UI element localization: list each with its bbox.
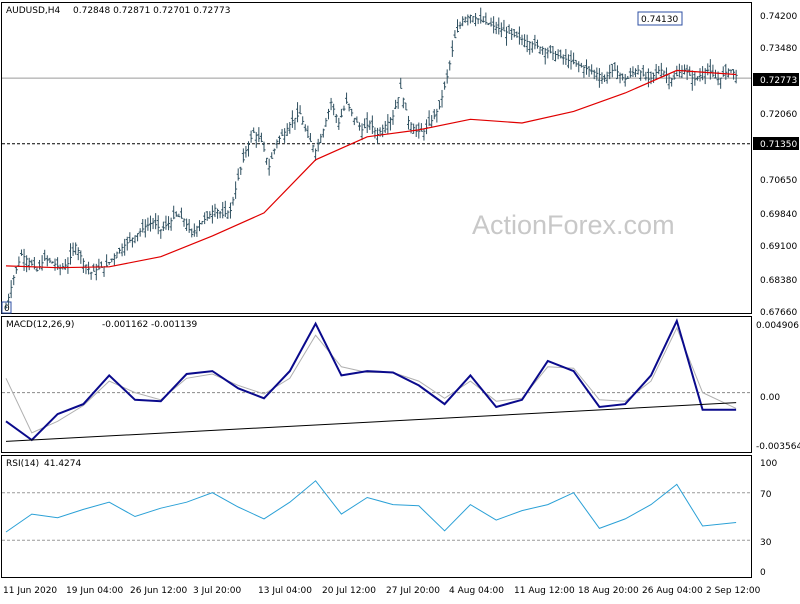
- time-label: 26 Aug 04:00: [642, 586, 703, 596]
- macd-main-line: [5, 318, 737, 442]
- price-tick-label: 0.67660: [760, 308, 797, 318]
- time-label: 2 Sep 12:00: [706, 586, 761, 596]
- price-panel: [1, 2, 752, 314]
- time-axis: 11 Jun 2020 19 Jun 04:00 26 Jun 12:00 3 …: [3, 586, 761, 596]
- low-label: 0: [4, 304, 10, 314]
- price-tick-label: 0.72060: [760, 110, 797, 120]
- macd-title: MACD(12,26,9): [6, 320, 74, 330]
- rsi-tick-label: 30: [760, 538, 772, 548]
- macd-signal-line: [5, 326, 737, 434]
- price-tick-label: 0.69840: [760, 210, 797, 220]
- price-tick-label: 0.68380: [760, 276, 797, 286]
- time-label: 11 Jun 2020: [3, 586, 57, 596]
- time-label: 3 Jul 20:00: [193, 586, 242, 596]
- peak-label-box: [637, 11, 683, 26]
- rsi-tick-label: 70: [760, 490, 772, 500]
- rsi-value: 41.4274: [44, 459, 81, 469]
- macd-tick-label: -0.003564: [756, 442, 800, 452]
- level-price-label: 0.71350: [760, 140, 797, 150]
- current-price-label: 0.72773: [760, 76, 797, 86]
- rsi-panel: [1, 455, 752, 578]
- price-tick-label: 0.70650: [760, 176, 797, 186]
- price-axis: 0.74200 0.73480 0.72060 0.70650 0.69840 …: [760, 12, 797, 318]
- macd-tick-label: 0.004906: [756, 321, 799, 331]
- price-tick-label: 0.74200: [760, 12, 797, 22]
- price-header-ohlc: 0.72848 0.72871 0.72701 0.72773: [73, 6, 230, 16]
- rsi-title: RSI(14): [6, 459, 39, 469]
- current-price-badge: [753, 73, 799, 86]
- moving-average-line: [5, 69, 737, 269]
- price-header-symbol: AUDUSD,H4: [6, 6, 61, 16]
- time-label: 11 Aug 12:00: [514, 586, 575, 596]
- macd-panel: [1, 316, 752, 453]
- time-label: 4 Aug 04:00: [449, 586, 504, 596]
- rsi-tick-label: 0: [760, 568, 766, 578]
- time-label: 20 Jul 12:00: [322, 586, 376, 596]
- price-tick-label: 0.69100: [760, 242, 797, 252]
- macd-tick-label: 0.00: [760, 393, 780, 403]
- macd-values: -0.001162 -0.001139: [102, 320, 198, 330]
- watermark: ActionForex.com: [472, 210, 675, 240]
- level-price-badge: [753, 137, 799, 150]
- time-label: 13 Jul 04:00: [258, 586, 312, 596]
- time-label: 26 Jun 12:00: [130, 586, 187, 596]
- time-label: 19 Jun 04:00: [66, 586, 123, 596]
- rsi-line: [5, 480, 737, 533]
- rsi-tick-label: 100: [760, 459, 777, 469]
- time-label: 18 Aug 20:00: [578, 586, 639, 596]
- time-label: 27 Jul 20:00: [386, 586, 440, 596]
- macd-trendline: [5, 402, 737, 442]
- peak-label: 0.74130: [641, 15, 678, 25]
- price-tick-label: 0.73480: [760, 44, 797, 54]
